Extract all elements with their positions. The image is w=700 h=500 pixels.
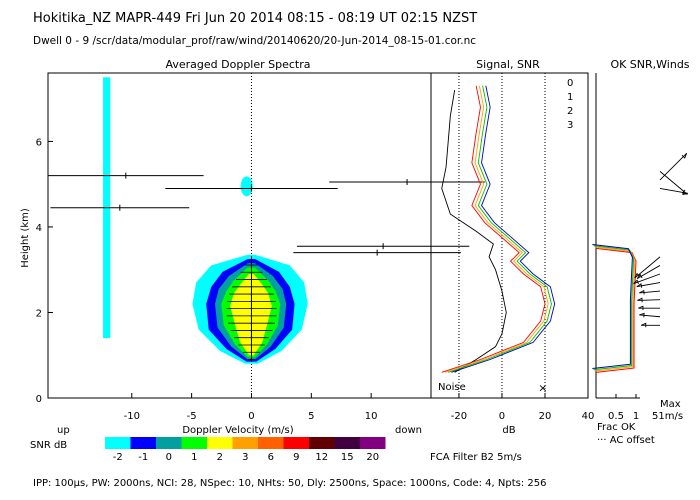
wind-arrow-head	[634, 272, 640, 279]
fca-filter-text: FCA Filter B2 5m/s	[430, 452, 522, 463]
wind-arrow-head	[681, 189, 688, 195]
colorbar-tick-label: 9	[293, 452, 299, 463]
colorbar-tick-label: -1	[138, 452, 148, 463]
signal-x-tick-label: 40	[582, 411, 595, 422]
wind-arrow-head	[637, 297, 643, 303]
colorbar-tick-label: 0	[166, 452, 172, 463]
wind-arrow	[659, 152, 687, 181]
spectra-plot: -10 -5 0 5 10 0 2 4 6	[36, 73, 485, 422]
wind-arrow-head	[633, 279, 639, 285]
signal-line	[441, 90, 507, 373]
snr-legend-entry: 2	[567, 106, 573, 117]
wind-arrow-head	[636, 273, 643, 279]
colorbar-swatch	[105, 437, 131, 449]
colorbar-swatch	[207, 437, 233, 449]
colorbar-swatch	[309, 437, 335, 449]
x-tick-label: -5	[187, 411, 197, 422]
x-axis-label: Doppler Velocity (m/s)	[182, 425, 293, 436]
y-tick-label: 4	[36, 223, 42, 234]
oksnr-title: OK SNR,Winds	[610, 58, 689, 71]
y-tick-label: 6	[36, 137, 42, 148]
snr-line	[444, 85, 549, 373]
signal-x-tick-label: 0	[499, 411, 505, 422]
max-label: Max	[660, 399, 681, 410]
noise-label: Noise	[438, 382, 466, 393]
ac-offset-label: ··· AC offset	[597, 435, 655, 446]
snr-line	[448, 85, 552, 373]
x-tick-label: -10	[124, 411, 140, 422]
wind-arrow	[636, 265, 661, 280]
colorbar-swatch	[130, 437, 156, 449]
snr-legend-entry: 0	[567, 78, 573, 89]
oksnr-x-tick-label: 0.5	[608, 411, 624, 422]
colorbar-tick-label: 20	[366, 452, 379, 463]
snr-line	[451, 85, 556, 373]
wind-arrow-head	[639, 312, 645, 318]
frac-ok-line	[593, 245, 635, 371]
signal-xlabel: dB	[502, 425, 515, 436]
colorbar-swatch	[258, 437, 284, 449]
signal-x-tick-label: 20	[539, 411, 552, 422]
signal-frame	[430, 72, 589, 399]
x-tick-label: 5	[308, 411, 314, 422]
wind-arrow	[659, 171, 688, 195]
wind-arrow	[639, 314, 661, 318]
spectra-blob-upper	[240, 176, 253, 197]
signal-x-tick-label: -20	[451, 411, 467, 422]
wind-arrow	[639, 290, 661, 294]
colorbar-label: SNR dB	[30, 440, 67, 451]
colorbar-swatch	[334, 437, 360, 449]
snr-legend-entry: 1	[567, 92, 573, 103]
oksnr-x-tick-label: 1	[633, 411, 639, 422]
colorbar-swatch	[232, 437, 258, 449]
signal-plot: ×-20 0 20 40	[441, 73, 595, 422]
colorbar-swatch	[156, 437, 182, 449]
wind-arrow-head	[639, 289, 645, 295]
frac-ok-line	[592, 243, 633, 369]
colorbar-tick-label: -2	[113, 452, 123, 463]
y-tick-label: 2	[36, 308, 42, 319]
colorbar-tick-label: 3	[242, 452, 248, 463]
wind-arrow-head	[681, 153, 688, 159]
noise-marker: ×	[538, 382, 547, 395]
colorbar-tick-label: 15	[341, 452, 354, 463]
figure-subtitle: Dwell 0 - 9 /scr/data/modular_prof/raw/w…	[33, 35, 476, 47]
colorbar-tick-label: 1	[191, 452, 197, 463]
colorbar-swatch	[181, 437, 207, 449]
footer-params: IPP: 100µs, PW: 2000ns, NCI: 28, NSpec: …	[33, 478, 546, 489]
snr-colorbar: -2 -1 0 1 2 3 6 9 12 15 20	[105, 437, 386, 463]
colorbar-swatch	[283, 437, 309, 449]
wind-arrow	[634, 256, 661, 279]
figure-title: Hokitika_NZ MAPR-449 Fri Jun 20 2014 08:…	[33, 11, 477, 26]
wind-arrow-head	[638, 305, 644, 311]
wind-arrow-head	[636, 283, 643, 288]
colorbar-tick-label: 6	[268, 452, 274, 463]
y-axis-label: Height (km)	[20, 208, 31, 268]
spectra-title: Averaged Doppler Spectra	[165, 58, 310, 71]
oksnr-plot: 0 1 2 3 0.5 1	[567, 78, 688, 422]
x-tick-label: 0	[248, 411, 254, 422]
frac-ok-line	[594, 246, 636, 372]
signal-title: Signal, SNR	[476, 58, 540, 71]
wind-arrow	[637, 299, 661, 301]
frac-ok-label: Frac OK	[597, 422, 636, 433]
y-tick-label: 0	[36, 394, 42, 405]
wind-arrow	[636, 282, 661, 288]
wind-arrow-head	[641, 322, 647, 328]
x-tick-label: 10	[365, 411, 378, 422]
max-value-label: 51m/s	[652, 411, 683, 422]
colorbar-tick-label: 12	[315, 452, 328, 463]
colorbar-tick-label: 2	[217, 452, 223, 463]
dir-down-label: down	[395, 425, 422, 436]
dir-up-label: up	[57, 425, 70, 436]
snr-legend-entry: 3	[567, 120, 573, 131]
snr-line	[441, 85, 546, 373]
colorbar-swatch	[360, 437, 386, 449]
